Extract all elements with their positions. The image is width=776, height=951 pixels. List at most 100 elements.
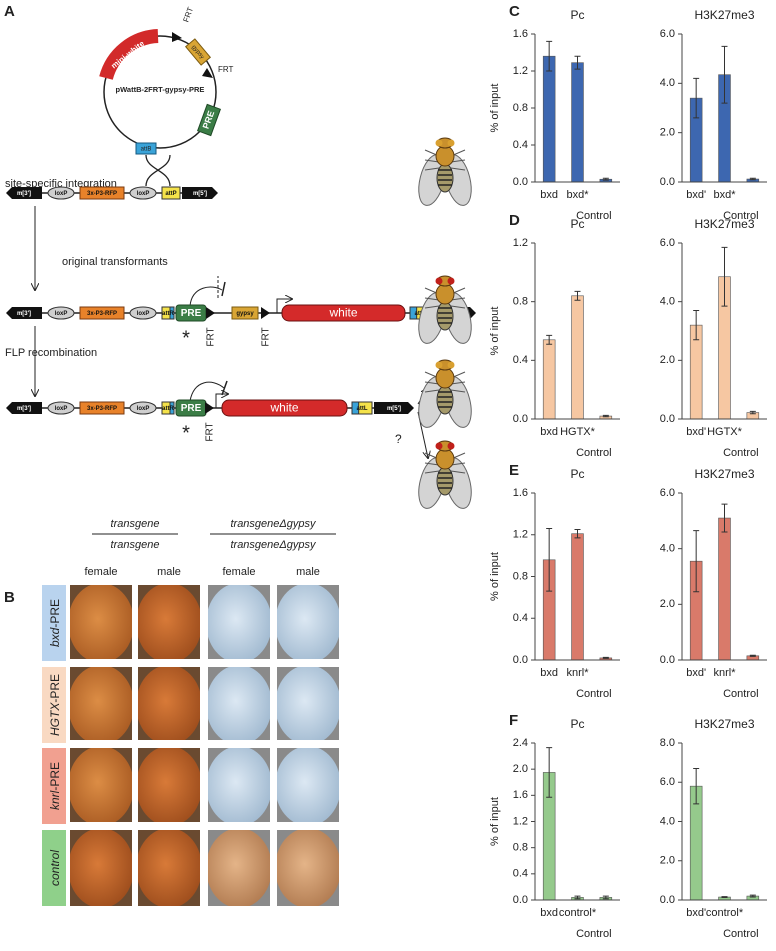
y-tick-label: 4.0 bbox=[660, 815, 675, 827]
x-tick-label: Control bbox=[723, 210, 758, 222]
gypsy-label: gypsy bbox=[236, 311, 254, 317]
y-tick-label: 0.0 bbox=[660, 413, 675, 425]
att-half bbox=[169, 306, 175, 320]
row-label-box bbox=[42, 830, 66, 906]
chart-title: H3K27me3 bbox=[694, 217, 754, 231]
panel-label: E bbox=[509, 462, 519, 479]
fly-leg bbox=[424, 167, 440, 171]
y-tick-label: 0.0 bbox=[513, 176, 528, 188]
y-tick-label: 0.4 bbox=[513, 354, 528, 366]
error-bar bbox=[602, 414, 609, 418]
gypsy-box bbox=[231, 306, 259, 320]
loxp2-label: loxP bbox=[137, 406, 150, 412]
gutter bbox=[68, 659, 343, 667]
white-gene bbox=[221, 399, 348, 417]
x-tick-label: bxd' bbox=[686, 667, 706, 679]
error-bar bbox=[546, 527, 553, 592]
plasmid-circle bbox=[103, 35, 217, 149]
promoter bbox=[215, 394, 228, 408]
fly-eye bbox=[435, 139, 443, 147]
rfp-box bbox=[79, 186, 125, 200]
chart-title: Pc bbox=[570, 8, 584, 22]
bar bbox=[542, 55, 556, 183]
y-tick-label: 6.0 bbox=[660, 487, 675, 499]
eye-photo bbox=[275, 746, 341, 826]
rfp-box bbox=[79, 306, 125, 320]
error-bar bbox=[546, 40, 553, 72]
x-tick-label: Control bbox=[723, 447, 758, 459]
error-bar bbox=[693, 309, 700, 341]
fly-leg bbox=[424, 381, 440, 385]
error-bar bbox=[721, 45, 728, 104]
fly-thorax bbox=[435, 283, 455, 305]
gutter bbox=[68, 906, 343, 916]
pre-box bbox=[196, 103, 222, 137]
fly-abdomen bbox=[436, 301, 454, 331]
eye-photo bbox=[136, 746, 202, 826]
fly-leg bbox=[450, 159, 466, 163]
frt-triangle bbox=[261, 307, 270, 319]
x-tick-label: Control bbox=[576, 688, 611, 700]
eye-photo bbox=[68, 665, 134, 745]
genotype-top: transgene bbox=[111, 518, 160, 530]
marker-arrow bbox=[6, 187, 42, 199]
y-tick-label: 4.0 bbox=[660, 77, 675, 89]
y-tick-label: 1.2 bbox=[513, 237, 528, 249]
panel-label: C bbox=[509, 3, 520, 20]
rfp-label: 3x-P3-RFP bbox=[87, 191, 117, 197]
y-tick-label: 1.6 bbox=[513, 789, 528, 801]
plasmid-name: pWattB-2FRT-gypsy-PRE bbox=[116, 85, 205, 94]
y-tick-label: 8.0 bbox=[660, 737, 675, 749]
error-bar bbox=[749, 410, 756, 415]
fly-leg bbox=[424, 305, 440, 309]
att1-label: attR bbox=[162, 406, 174, 412]
error-bar bbox=[693, 530, 700, 593]
y-tick-label: 2.0 bbox=[513, 763, 528, 775]
fly-leg bbox=[450, 389, 466, 393]
eye-photo bbox=[136, 665, 202, 745]
fly-thorax bbox=[435, 145, 455, 167]
att-half bbox=[351, 401, 360, 415]
error-bar bbox=[574, 895, 581, 900]
loxp2-label: loxP bbox=[137, 311, 150, 317]
eye-photo bbox=[206, 746, 272, 826]
eye-photo bbox=[68, 828, 134, 908]
frt-label: FRT bbox=[181, 6, 195, 24]
error-bar bbox=[602, 656, 609, 659]
bar bbox=[571, 295, 584, 420]
y-tick-label: 1.2 bbox=[513, 529, 528, 541]
chart-title: H3K27me3 bbox=[694, 717, 754, 731]
gutter bbox=[68, 740, 343, 748]
x-tick-label: bxd' bbox=[686, 426, 706, 438]
eye-photo bbox=[68, 583, 134, 663]
eye-photo bbox=[68, 746, 134, 826]
fly-eye bbox=[435, 361, 443, 369]
rfp-label: 3x-P3-RFP bbox=[87, 406, 117, 412]
fly-leg bbox=[424, 462, 440, 466]
fly-eye bbox=[447, 361, 455, 369]
frt-label: FRT bbox=[261, 327, 272, 346]
att-box bbox=[161, 186, 181, 200]
loxp bbox=[129, 186, 157, 200]
panel-label: F bbox=[509, 712, 518, 729]
marker-arrow bbox=[182, 187, 218, 199]
error-bar bbox=[546, 747, 553, 798]
row-label: control bbox=[48, 850, 62, 886]
y-tick-label: 2.0 bbox=[660, 354, 675, 366]
m3-label: m[3'] bbox=[17, 406, 31, 412]
y-tick-label: 1.6 bbox=[513, 487, 528, 499]
fly-thorax bbox=[435, 448, 455, 470]
x-tick-label: Control bbox=[723, 928, 758, 940]
fly-eye bbox=[447, 139, 455, 147]
fly-leg bbox=[450, 297, 466, 301]
eye-photo bbox=[206, 583, 272, 663]
x-tick-label: bxd' bbox=[686, 189, 706, 201]
y-tick-label: 2.0 bbox=[660, 127, 675, 139]
row-gene: control bbox=[48, 850, 62, 886]
loxp bbox=[129, 401, 157, 415]
error-bar bbox=[721, 896, 728, 898]
error-bar bbox=[574, 529, 581, 539]
loxp bbox=[47, 306, 75, 320]
y-tick-label: 6.0 bbox=[660, 776, 675, 788]
step-label: original transformants bbox=[62, 256, 168, 268]
